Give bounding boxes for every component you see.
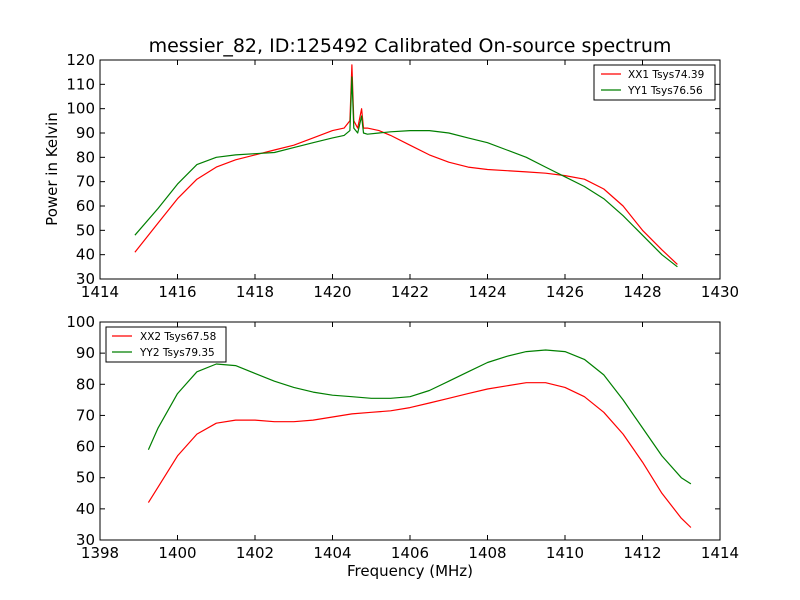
top-y-axis-label: Power in Kelvin: [43, 112, 61, 226]
bottom-y-tick-label: 30: [76, 531, 95, 549]
top-y-tick-label: 110: [66, 75, 95, 93]
bottom-legend: XX2 Tsys67.58 YY2 Tsys79.35: [105, 326, 227, 363]
bottom-x-tick-label: 1400: [158, 544, 196, 562]
top-y-tick-label: 90: [76, 124, 95, 142]
top-x-tick-label: 1426: [546, 283, 584, 301]
top-x-tick-label: 1418: [236, 283, 274, 301]
bottom-y-tick-label: 90: [76, 344, 95, 362]
bottom-x-tick-label: 1398: [81, 544, 119, 562]
top-x-tick-label: 1414: [81, 283, 119, 301]
bottom-x-tick-label: 1402: [236, 544, 274, 562]
top-x-tick-label: 1430: [701, 283, 739, 301]
top-legend-label-xx1: XX1 Tsys74.39: [628, 69, 704, 81]
top-x-tick-label: 1416: [158, 283, 196, 301]
bottom-series-line-1: [147, 349, 692, 485]
bottom-legend-box: [105, 326, 227, 363]
top-series-line-0: [134, 64, 678, 265]
bottom-y-tick-label: 80: [76, 375, 95, 393]
bottom-y-tick-label: 40: [76, 500, 95, 518]
top-x-tick-labels: 1414 1416 1418 1420 1422 1424 1426 1428 1430: [81, 283, 739, 301]
bottom-plot-frame: [99, 321, 721, 541]
bottom-legend-label-xx2: XX2 Tsys67.58: [140, 331, 216, 343]
bottom-x-tick-label: 1414: [701, 544, 739, 562]
bottom-x-tick-label: 1404: [313, 544, 351, 562]
top-legend: XX1 Tsys74.39 YY1 Tsys76.56: [593, 64, 716, 101]
top-y-tick-label: 80: [76, 148, 95, 166]
top-legend-label-yy1: YY1 Tsys76.56: [627, 85, 703, 97]
top-plot-frame: [99, 59, 721, 280]
bottom-series-lines: [147, 349, 692, 528]
top-x-tick-label: 1424: [468, 283, 506, 301]
top-y-tick-label: 70: [76, 173, 95, 191]
top-y-tick-label: 30: [76, 270, 95, 288]
bottom-x-tick-label: 1412: [623, 544, 661, 562]
bottom-y-tick-label: 50: [76, 469, 95, 487]
bottom-y-tick-labels: 30 40 50 60 70 80 90 100: [66, 313, 95, 549]
bottom-legend-label-yy2: YY2 Tsys79.35: [139, 347, 215, 359]
top-y-tick-label: 60: [76, 197, 95, 215]
chart-title: messier_82, ID:125492 Calibrated On-sour…: [149, 35, 672, 57]
top-series-lines: [134, 64, 678, 268]
bottom-x-tick-label: 1408: [468, 544, 506, 562]
bottom-y-tick-label: 60: [76, 438, 95, 456]
bottom-x-tick-labels: 1398 1400 1402 1404 1406 1408 1410 1412 1414: [81, 544, 739, 562]
bottom-panel: 1398 1400 1402 1404 1406 1408 1410 1412 1414 30 4…: [66, 313, 739, 580]
top-y-tick-labels: 30 40 50 60 70 80 90 100 110 120: [66, 51, 95, 288]
bottom-y-tick-label: 70: [76, 406, 95, 424]
top-series-line-1: [134, 76, 678, 268]
top-x-tick-label: 1428: [623, 283, 661, 301]
top-x-tick-label: 1422: [391, 283, 429, 301]
top-x-tick-label: 1420: [313, 283, 351, 301]
x-axis-label: Frequency (MHz): [347, 562, 473, 580]
bottom-y-tick-label: 100: [66, 313, 95, 331]
top-y-tick-label: 100: [66, 100, 95, 118]
top-y-tick-label: 120: [66, 51, 95, 69]
top-legend-box: [593, 64, 716, 101]
bottom-x-tick-label: 1410: [546, 544, 584, 562]
top-panel: 1414 1416 1418 1420 1422 1424 1426 1428 1430 30 4…: [43, 51, 739, 301]
bottom-x-tick-label: 1406: [391, 544, 429, 562]
bottom-series-line-0: [147, 382, 692, 528]
top-y-tick-label: 50: [76, 221, 95, 239]
top-y-tick-label: 40: [76, 246, 95, 264]
